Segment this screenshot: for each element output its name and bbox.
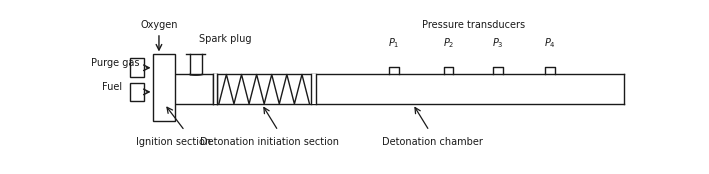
Bar [311,74,316,104]
Bar [130,82,143,101]
Text: Detonation chamber: Detonation chamber [381,137,483,147]
Text: $P_2$: $P_2$ [443,37,454,50]
Text: Purge gas: Purge gas [91,58,140,68]
Bar [213,74,217,104]
Text: Detonation initiation section: Detonation initiation section [201,137,340,147]
Text: Spark plug: Spark plug [199,34,251,44]
Bar [153,54,175,121]
Text: Ignition section: Ignition section [136,137,211,147]
Text: $P_4$: $P_4$ [545,37,556,50]
Text: Fuel: Fuel [102,82,123,92]
Text: $P_3$: $P_3$ [492,37,504,50]
Text: Oxygen: Oxygen [140,20,178,30]
Bar [130,58,143,77]
Text: $P_1$: $P_1$ [388,37,399,50]
Text: Pressure transducers: Pressure transducers [422,20,525,30]
